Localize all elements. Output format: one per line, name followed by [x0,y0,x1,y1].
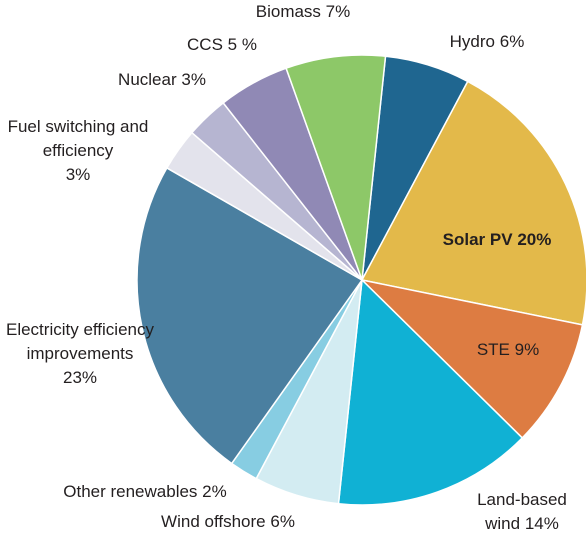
category-label: Hydro [449,32,496,51]
category-label: Nuclear [118,70,177,89]
value-label: 6% [270,512,295,531]
value-label: 6% [499,32,525,51]
pie-slice [136,166,364,465]
value-label: 5 % [227,35,257,54]
slice-label: STE 9% [458,338,558,362]
value-label: 23% [62,368,98,387]
value-label: 14% [524,514,559,533]
value-label: 7% [325,2,351,21]
category-label: Biomass [255,2,321,21]
category-label: Other renewables [63,482,198,501]
pie-slice [360,80,586,326]
category-label: Wind offshore [161,512,266,531]
pie-slice [359,278,584,439]
pie-slice [337,278,524,506]
slice-label: Fuel switching and efficiency 3% [3,115,153,187]
category-label: Land-based wind [477,490,567,533]
value-label: 3% [181,70,206,89]
slice-label: Land-based wind 14% [467,488,577,534]
slice-label: Other renewables 2% [35,480,255,504]
value-label: 2% [202,482,227,501]
slice-label: Biomass 7% [243,0,363,24]
slice-label: Solar PV 20% [427,228,567,252]
category-label: Electricity efficiency improvements [5,320,154,363]
slice-label: Electricity efficiency improvements 23% [5,318,155,390]
category-label: STE [476,340,510,359]
category-label: Fuel switching and efficiency [7,117,149,160]
slice-label: Hydro 6% [427,30,547,54]
value-label: 20% [517,230,552,249]
slice-label: Nuclear 3% [102,68,222,92]
value-label: 3% [65,165,91,184]
category-label: Solar PV [442,230,513,249]
slice-label: Wind offshore 6% [128,510,328,534]
category-label: CCS [187,35,223,54]
value-label: 9% [514,340,540,359]
slice-label: CCS 5 % [172,33,272,57]
pie-slice [285,54,387,281]
